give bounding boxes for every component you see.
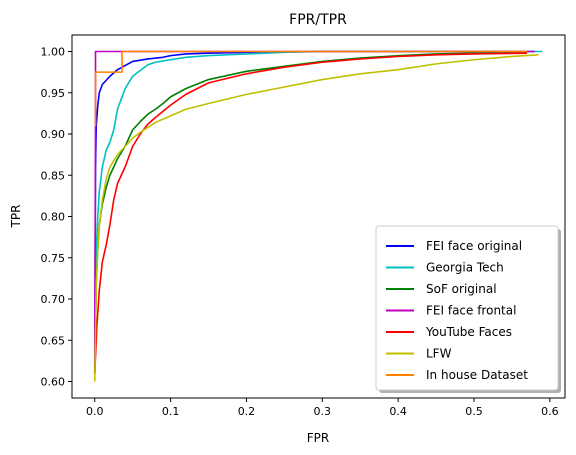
series-line-1 (93, 50, 543, 374)
y-tick-label: 0.70 (41, 293, 66, 306)
y-axis-ticks: 0.60 0.65 0.70 0.75 0.80 0.85 0.90 0.95 1.00 (41, 46, 72, 389)
legend-label: FEI face original (426, 239, 522, 253)
y-tick-label: 0.60 (41, 376, 66, 389)
series-line-4 (93, 52, 528, 374)
x-tick-label: 0.0 (86, 405, 104, 418)
y-tick-label: 0.80 (41, 211, 66, 224)
x-tick-label: 0.5 (465, 405, 483, 418)
legend-label: YouTube Faces (425, 325, 512, 339)
legend-label: Georgia Tech (426, 261, 504, 275)
x-tick-label: 0.1 (162, 405, 180, 418)
series-line-0 (93, 50, 535, 374)
legend-label: LFW (426, 347, 452, 361)
series-line-6 (94, 50, 528, 127)
x-axis-ticks: 0.0 0.1 0.2 0.3 0.4 0.5 0.6 (86, 398, 559, 418)
series-layer (93, 50, 543, 382)
legend-label: SoF original (426, 282, 497, 296)
y-tick-label: 0.65 (41, 334, 66, 347)
legend-label: FEI face frontal (426, 304, 516, 318)
y-axis-label: TPR (9, 205, 23, 229)
x-tick-label: 0.6 (541, 405, 559, 418)
y-tick-label: 0.75 (41, 252, 66, 265)
series-line-5 (93, 54, 539, 382)
legend: FEI face original Georgia Tech SoF origina… (375, 225, 561, 393)
x-tick-label: 0.2 (238, 405, 256, 418)
chart-title: FPR/TPR (289, 12, 347, 28)
x-axis-label: FPR (307, 431, 329, 445)
y-tick-label: 1.00 (41, 46, 66, 59)
legend-box (375, 225, 559, 391)
y-tick-label: 0.95 (41, 87, 66, 100)
x-tick-label: 0.4 (389, 405, 407, 418)
legend-label: In house Dataset (426, 368, 528, 382)
y-tick-label: 0.90 (41, 128, 66, 141)
x-tick-label: 0.3 (314, 405, 332, 418)
y-tick-label: 0.85 (41, 169, 66, 182)
